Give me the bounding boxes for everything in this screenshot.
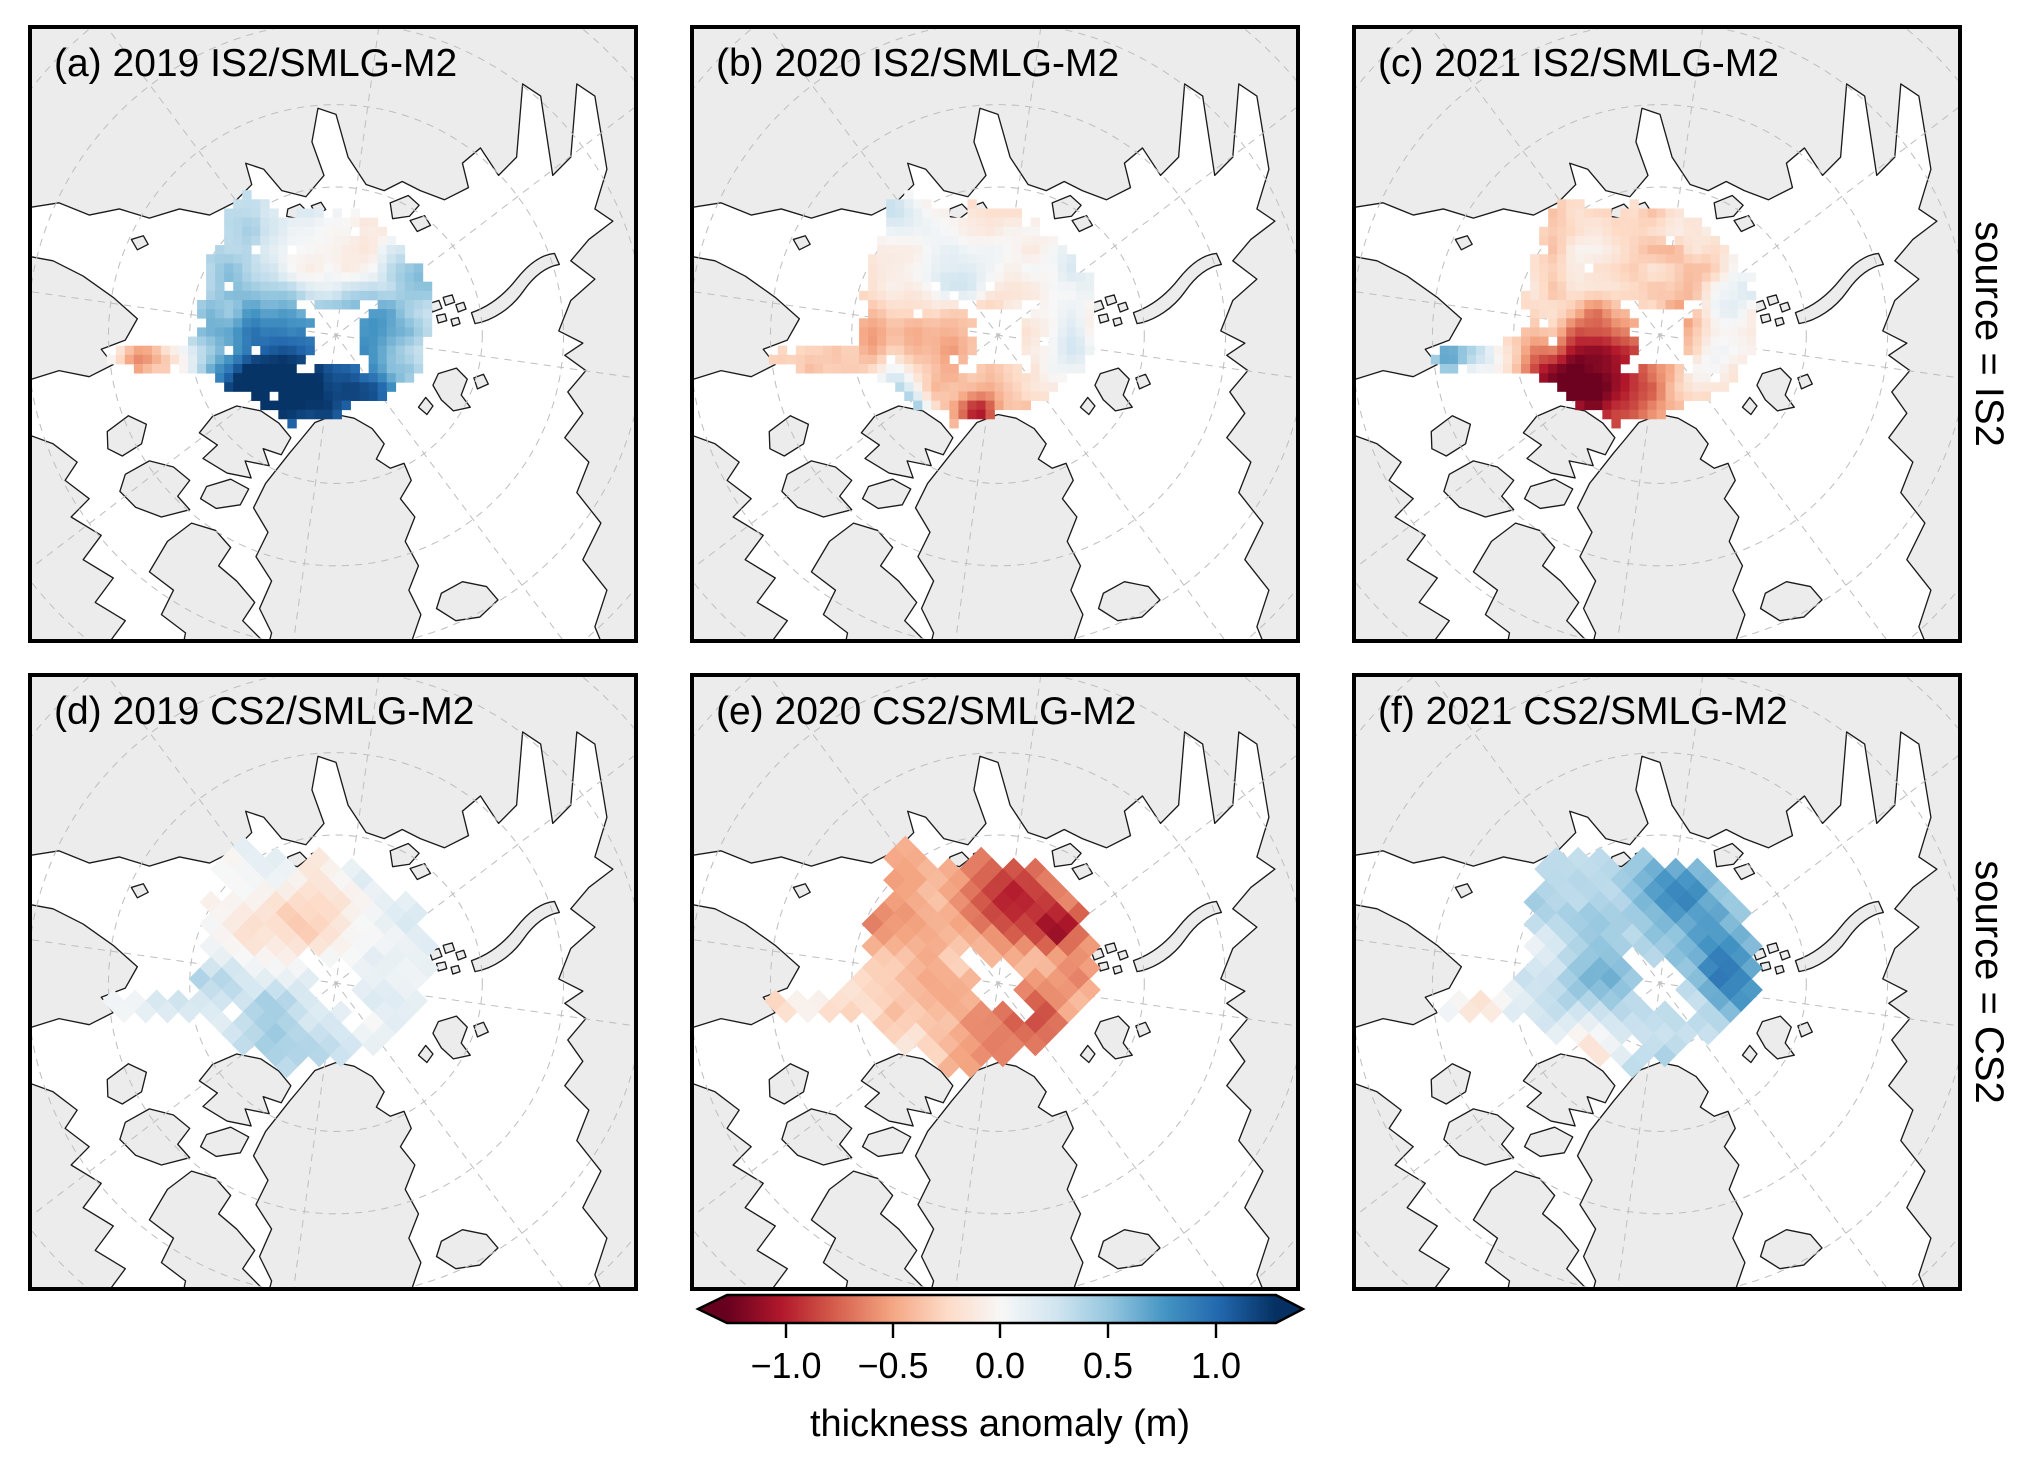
map-panel-c: (c) 2021 IS2/SMLG-M2 [1352,25,1962,643]
map-d [32,677,634,1287]
colorbar-svg: −1.0 −0.5 0.0 0.5 1.0 thickness anomaly … [695,1293,1306,1445]
colorbar-tick-1: 1.0 [1191,1345,1241,1386]
colorbar-tick-0: 0.0 [975,1345,1025,1386]
colorbar-tick-neg1: −1.0 [750,1345,821,1386]
panel-f-title: (f) 2021 CS2/SMLG-M2 [1378,690,1788,733]
panel-c-title: (c) 2021 IS2/SMLG-M2 [1378,42,1779,85]
map-b [694,29,1296,639]
map-panel-b: (b) 2020 IS2/SMLG-M2 [690,25,1300,643]
colorbar-outline [695,1293,1306,1325]
colorbar-ticks [784,1323,1218,1338]
map-panel-e: (e) 2020 CS2/SMLG-M2 [690,673,1300,1291]
colorbar: −1.0 −0.5 0.0 0.5 1.0 thickness anomaly … [650,1286,1370,1463]
colorbar-gradient-bar [727,1295,1276,1323]
anomaly-grid-e [763,835,1101,1079]
map-e [694,677,1296,1287]
colorbar-tick-neg05: −0.5 [857,1345,928,1386]
panel-e-title: (e) 2020 CS2/SMLG-M2 [716,690,1137,733]
anomaly-grid-f [1436,846,1763,1079]
colorbar-over-arrow [1276,1295,1303,1323]
anomaly-grid-c [1430,199,1757,429]
panel-b-title: (b) 2020 IS2/SMLG-M2 [716,42,1120,85]
row-label-is2: source = IS2 [1967,221,2011,447]
panel-a-title: (a) 2019 IS2/SMLG-M2 [54,42,458,85]
map-panel-f: (f) 2021 CS2/SMLG-M2 [1352,673,1962,1291]
colorbar-under-arrow [698,1295,727,1323]
map-panel-d: (d) 2019 CS2/SMLG-M2 [28,673,638,1291]
map-panel-a: (a) 2019 IS2/SMLG-M2 [28,25,638,643]
anomaly-grid-b [768,190,1095,429]
row-label-cs2: source = CS2 [1967,860,2011,1104]
map-c [1356,29,1958,639]
anomaly-grid-d [101,835,439,1079]
colorbar-tick-05: 0.5 [1083,1345,1133,1386]
panel-d-title: (d) 2019 CS2/SMLG-M2 [54,690,475,733]
map-a [32,29,634,639]
anomaly-grid-a [106,190,433,429]
colorbar-axis-label: thickness anomaly (m) [810,1403,1190,1445]
map-f [1356,677,1958,1287]
